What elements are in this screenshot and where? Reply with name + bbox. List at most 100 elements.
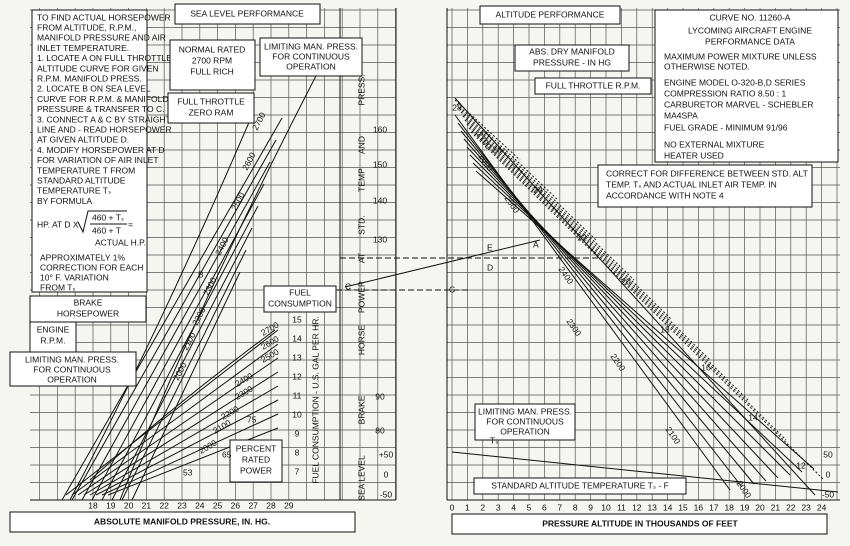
full-throttle-curve	[69, 119, 251, 501]
label: POWER	[240, 465, 272, 475]
fuel-curve	[71, 343, 279, 496]
label: FROM Tₛ	[40, 282, 76, 292]
instruction-line: AT GIVEN ALTITUDE D.	[37, 135, 129, 145]
construction-line	[344, 239, 541, 288]
x-tick-label: 18	[88, 500, 98, 510]
info-line: CARBURETOR MARVEL - SCHEBLER	[664, 99, 814, 109]
rpm-curve	[61, 117, 283, 501]
instruction-line: LINE AND - READ HORSEPOWER	[37, 124, 172, 134]
info-line: LYCOMING AIRCRAFT ENGINE	[688, 25, 812, 35]
label: STANDARD ALTITUDE TEMPERATURE Tₛ - F	[491, 480, 669, 490]
label: ZERO RAM	[189, 107, 234, 117]
axis-title-word: AT	[356, 253, 366, 263]
label: FULL THROTTLE R.P.M.	[546, 80, 641, 90]
fuel-curve	[101, 413, 279, 496]
x-tick-label: 8	[573, 502, 578, 512]
label: ABS. DRY MANIFOLD	[529, 46, 615, 56]
label: ABSOLUTE MANIFOLD PRESSURE, IN. HG.	[94, 516, 270, 526]
x-tick-label: 9	[588, 502, 593, 512]
rpm-curve	[71, 139, 277, 501]
label: ALTITUDE PERFORMANCE	[496, 9, 605, 19]
label: BRAKE	[74, 297, 103, 307]
limit-curve	[89, 329, 276, 481]
mp-label: 18	[660, 324, 670, 334]
info-line: MA4SPA	[664, 110, 698, 120]
axis-title-word: POWER	[356, 281, 366, 313]
point-label: E	[487, 242, 493, 252]
text-box	[534, 77, 652, 95]
label: NORMAL RATED	[179, 44, 246, 54]
x-tick-label: 7	[557, 502, 562, 512]
label: FOR CONTINUOUS	[272, 51, 350, 61]
mp-label: 20	[621, 276, 631, 286]
x-tick-label: 22	[786, 502, 796, 512]
x-tick-label: 15	[678, 502, 688, 512]
mp-label: 12	[796, 460, 806, 470]
x-tick-label: 12	[632, 502, 642, 512]
instruction-line: R.P.M. MANIFOLD PRESS.	[37, 73, 142, 83]
fuel-curve	[65, 329, 279, 496]
x-tick-label: 24	[195, 500, 205, 510]
info-line: OTHERWISE NOTED.	[664, 61, 750, 71]
label: ACCORDANCE WITH NOTE 4	[606, 190, 724, 200]
label: SEA LEVEL	[356, 455, 366, 501]
label: R.P.M.	[41, 335, 66, 345]
point-label: A	[533, 239, 539, 249]
x-tick-label: 28	[266, 500, 276, 510]
x-tick-label: 1	[465, 502, 470, 512]
x-tick-label: 23	[177, 500, 187, 510]
fuel-tick-label: 7	[295, 466, 300, 476]
info-line: CURVE NO. 11260-A	[710, 12, 791, 22]
x-tick-label: 19	[106, 500, 116, 510]
rpm-curve	[131, 271, 241, 501]
hp-tick-label: 130	[373, 234, 387, 244]
axis-title-word: HORSE	[356, 325, 366, 356]
label: ENGINE	[37, 324, 70, 334]
rpm-curve	[463, 138, 767, 482]
x-tick-label: 20	[755, 502, 765, 512]
instruction-line: TO FIND ACTUAL HORSEPOWER	[37, 12, 171, 22]
x-tick-label: 24	[817, 502, 827, 512]
label: 460 + T	[92, 225, 121, 235]
instruction-line: 1. LOCATE A ON FULL THROTTLE	[37, 53, 172, 63]
x-tick-label: 19	[740, 502, 750, 512]
label: FULL RICH	[190, 66, 234, 76]
label: PERCENT	[236, 443, 277, 453]
fuel-curve	[83, 371, 279, 496]
x-tick-label: 6	[542, 502, 547, 512]
instruction-line: BY FORMULA	[37, 196, 92, 206]
instruction-line: 2. LOCATE B ON SEA LEVEL	[37, 84, 151, 94]
hp-tick-label: 160	[373, 124, 387, 134]
label: 460 + Tₛ	[92, 212, 124, 222]
text-box	[29, 295, 147, 323]
label: HP. AT D X	[37, 219, 79, 229]
full-throttle-curve	[454, 97, 816, 496]
label: RATED	[242, 454, 270, 464]
text-box	[167, 92, 255, 124]
label: PRESSURE ALTITUDE IN THOUSANDS OF FEET	[542, 518, 738, 528]
instruction-line: MANIFOLD PRESSURE AND AIR	[37, 33, 166, 43]
label: CORRECT FOR DIFFERENCE BETWEEN STD. ALT	[606, 168, 808, 178]
label: TEMP. Tₛ AND ACTUAL INLET AIR TEMP. IN	[606, 179, 777, 189]
fuel-tick-label: 13	[292, 352, 302, 362]
hp-tick-label: 140	[373, 195, 387, 205]
text-box	[259, 37, 363, 77]
label: 10° F. VARIATION	[40, 272, 109, 282]
instruction-line: ALTITUDE CURVE FOR GIVEN	[37, 63, 159, 73]
text-box	[473, 477, 687, 495]
fuel-curve	[107, 427, 279, 496]
text-box	[9, 511, 356, 533]
text-box	[174, 3, 321, 25]
mp-curve	[466, 123, 749, 401]
fuel-tick-label: 11	[293, 390, 302, 400]
info-line: COMPRESSION RATIO 8.50 : 1	[664, 88, 786, 98]
mp-curve	[456, 103, 559, 201]
label: HORSEPOWER	[57, 308, 119, 318]
text-box	[263, 285, 337, 313]
label: APPROXIMATELY 1%	[40, 252, 125, 262]
label: PRESSURE - IN HG	[533, 57, 611, 67]
axis-title-word: TEMP	[356, 168, 366, 192]
x-tick-label: 27	[248, 500, 258, 510]
info-line: HEATER USED	[664, 150, 724, 160]
x-tick-label: 3	[496, 502, 501, 512]
